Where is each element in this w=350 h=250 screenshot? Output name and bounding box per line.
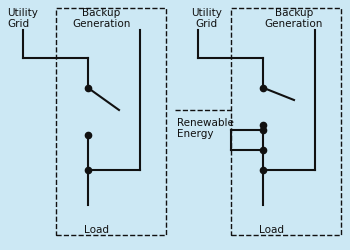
Text: Renewable
Energy: Renewable Energy xyxy=(177,118,234,139)
Text: Backup
Generation: Backup Generation xyxy=(265,8,323,29)
Text: Load: Load xyxy=(259,225,284,235)
Text: Load: Load xyxy=(84,225,109,235)
Text: Utility
Grid: Utility Grid xyxy=(7,8,38,29)
Text: Utility
Grid: Utility Grid xyxy=(191,8,222,29)
Text: Backup
Generation: Backup Generation xyxy=(72,8,131,29)
